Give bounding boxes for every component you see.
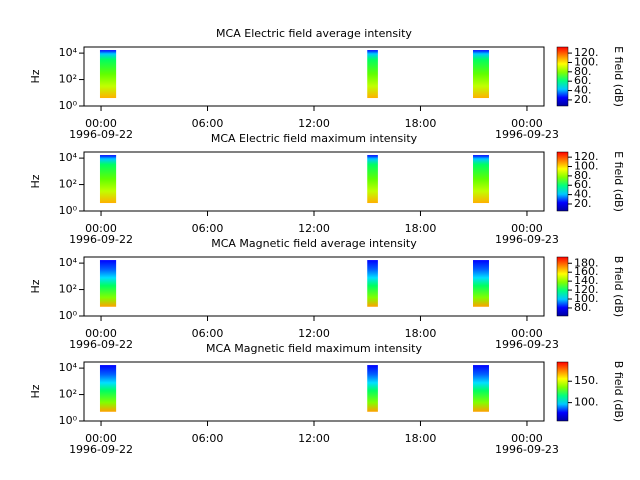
x-tick-label: 18:00 [405,117,437,130]
spectrogram-segment [367,260,378,307]
chart-title: MCA Electric field average intensity [216,27,412,40]
x-tick-label: 00:00 [85,222,117,235]
x-date-label: 1996-09-23 [495,338,559,351]
colorbar-tick-label: 100. [574,160,599,173]
colorbar [556,256,569,317]
spectrogram-segment [367,155,378,204]
y-tick-label: 10⁰ [59,99,78,112]
colorbar-tick-label: 40. [574,188,592,201]
chart-title: MCA Electric field maximum intensity [211,132,418,145]
colorbar [556,151,569,212]
colorbar-tick-label: 150. [574,374,599,387]
y-axis-label: Hz [29,69,42,83]
colorbar-label: E field (dB) [612,151,625,212]
spectrogram-segment [473,365,489,412]
y-tick-label: 10⁰ [59,414,78,427]
x-date-label: 1996-09-22 [69,443,133,456]
colorbar-label: B field (dB) [612,361,625,422]
y-tick-label: 10⁰ [59,204,78,217]
colorbar-tick-label: 60. [574,74,592,87]
x-tick-label: 18:00 [405,432,437,445]
x-tick-label: 06:00 [192,117,224,130]
y-tick-label: 10⁴ [59,256,78,269]
x-date-label: 1996-09-22 [69,338,133,351]
colorbar [556,46,569,107]
colorbar-tick-label: 80. [574,169,592,182]
y-tick-label: 10⁴ [59,361,78,374]
x-tick-label: 00:00 [511,327,543,340]
colorbar-tick-label: 100. [574,292,599,305]
y-axis-label: Hz [29,384,42,398]
colorbar [556,361,569,422]
chart-title: MCA Magnetic field maximum intensity [206,342,422,355]
colorbar-tick-label: 180. [574,256,599,269]
x-tick-label: 12:00 [298,432,330,445]
colorbar-tick-label: 40. [574,84,592,97]
colorbar-tick-label: 100. [574,396,599,409]
x-tick-label: 00:00 [85,327,117,340]
x-tick-label: 00:00 [511,432,543,445]
x-date-label: 1996-09-22 [69,233,133,246]
spectrogram-segment [473,50,489,99]
x-tick-label: 18:00 [405,327,437,340]
colorbar-tick-label: 120. [574,283,599,296]
x-tick-label: 12:00 [298,222,330,235]
spectrogram-segment [367,50,378,99]
y-tick-label: 10⁴ [59,46,78,59]
x-date-label: 1996-09-23 [495,128,559,141]
x-tick-label: 12:00 [298,327,330,340]
x-tick-label: 00:00 [511,222,543,235]
colorbar-tick-label: 20. [574,93,592,106]
x-tick-label: 06:00 [192,327,224,340]
colorbar-tick-label: 160. [574,265,599,278]
colorbar-tick-label: 140. [574,274,599,287]
spectrogram-segment [367,365,378,412]
colorbar-tick-label: 80. [574,65,592,78]
chart-title: MCA Magnetic field average intensity [211,237,417,250]
colorbar-label: B field (dB) [612,256,625,317]
spectrogram-segment [99,155,117,204]
y-axis-label: Hz [29,279,42,293]
x-tick-label: 12:00 [298,117,330,130]
colorbar-tick-label: 60. [574,178,592,191]
x-tick-label: 00:00 [85,432,117,445]
y-tick-label: 10⁰ [59,309,78,322]
x-tick-label: 00:00 [85,117,117,130]
x-tick-label: 00:00 [511,117,543,130]
colorbar-label: E field (dB) [612,46,625,107]
y-tick-label: 10⁴ [59,151,78,164]
y-tick-label: 10² [59,388,77,401]
x-tick-label: 06:00 [192,432,224,445]
y-tick-label: 10² [59,178,77,191]
spectrogram-segment [99,365,117,412]
y-tick-label: 10² [59,283,77,296]
colorbar-tick-label: 120. [574,150,599,163]
colorbar-tick-label: 100. [574,55,599,68]
colorbar-tick-label: 80. [574,301,592,314]
y-axis-label: Hz [29,174,42,188]
x-tick-label: 06:00 [192,222,224,235]
x-tick-label: 18:00 [405,222,437,235]
spectrogram-segment [473,260,489,307]
spectrogram-segment [99,50,117,99]
x-date-label: 1996-09-23 [495,443,559,456]
x-date-label: 1996-09-22 [69,128,133,141]
spectrogram-segment [473,155,489,204]
spectrogram-segment [99,260,117,307]
colorbar-tick-label: 20. [574,197,592,210]
colorbar-tick-label: 120. [574,46,599,59]
y-tick-label: 10² [59,73,77,86]
x-date-label: 1996-09-23 [495,233,559,246]
